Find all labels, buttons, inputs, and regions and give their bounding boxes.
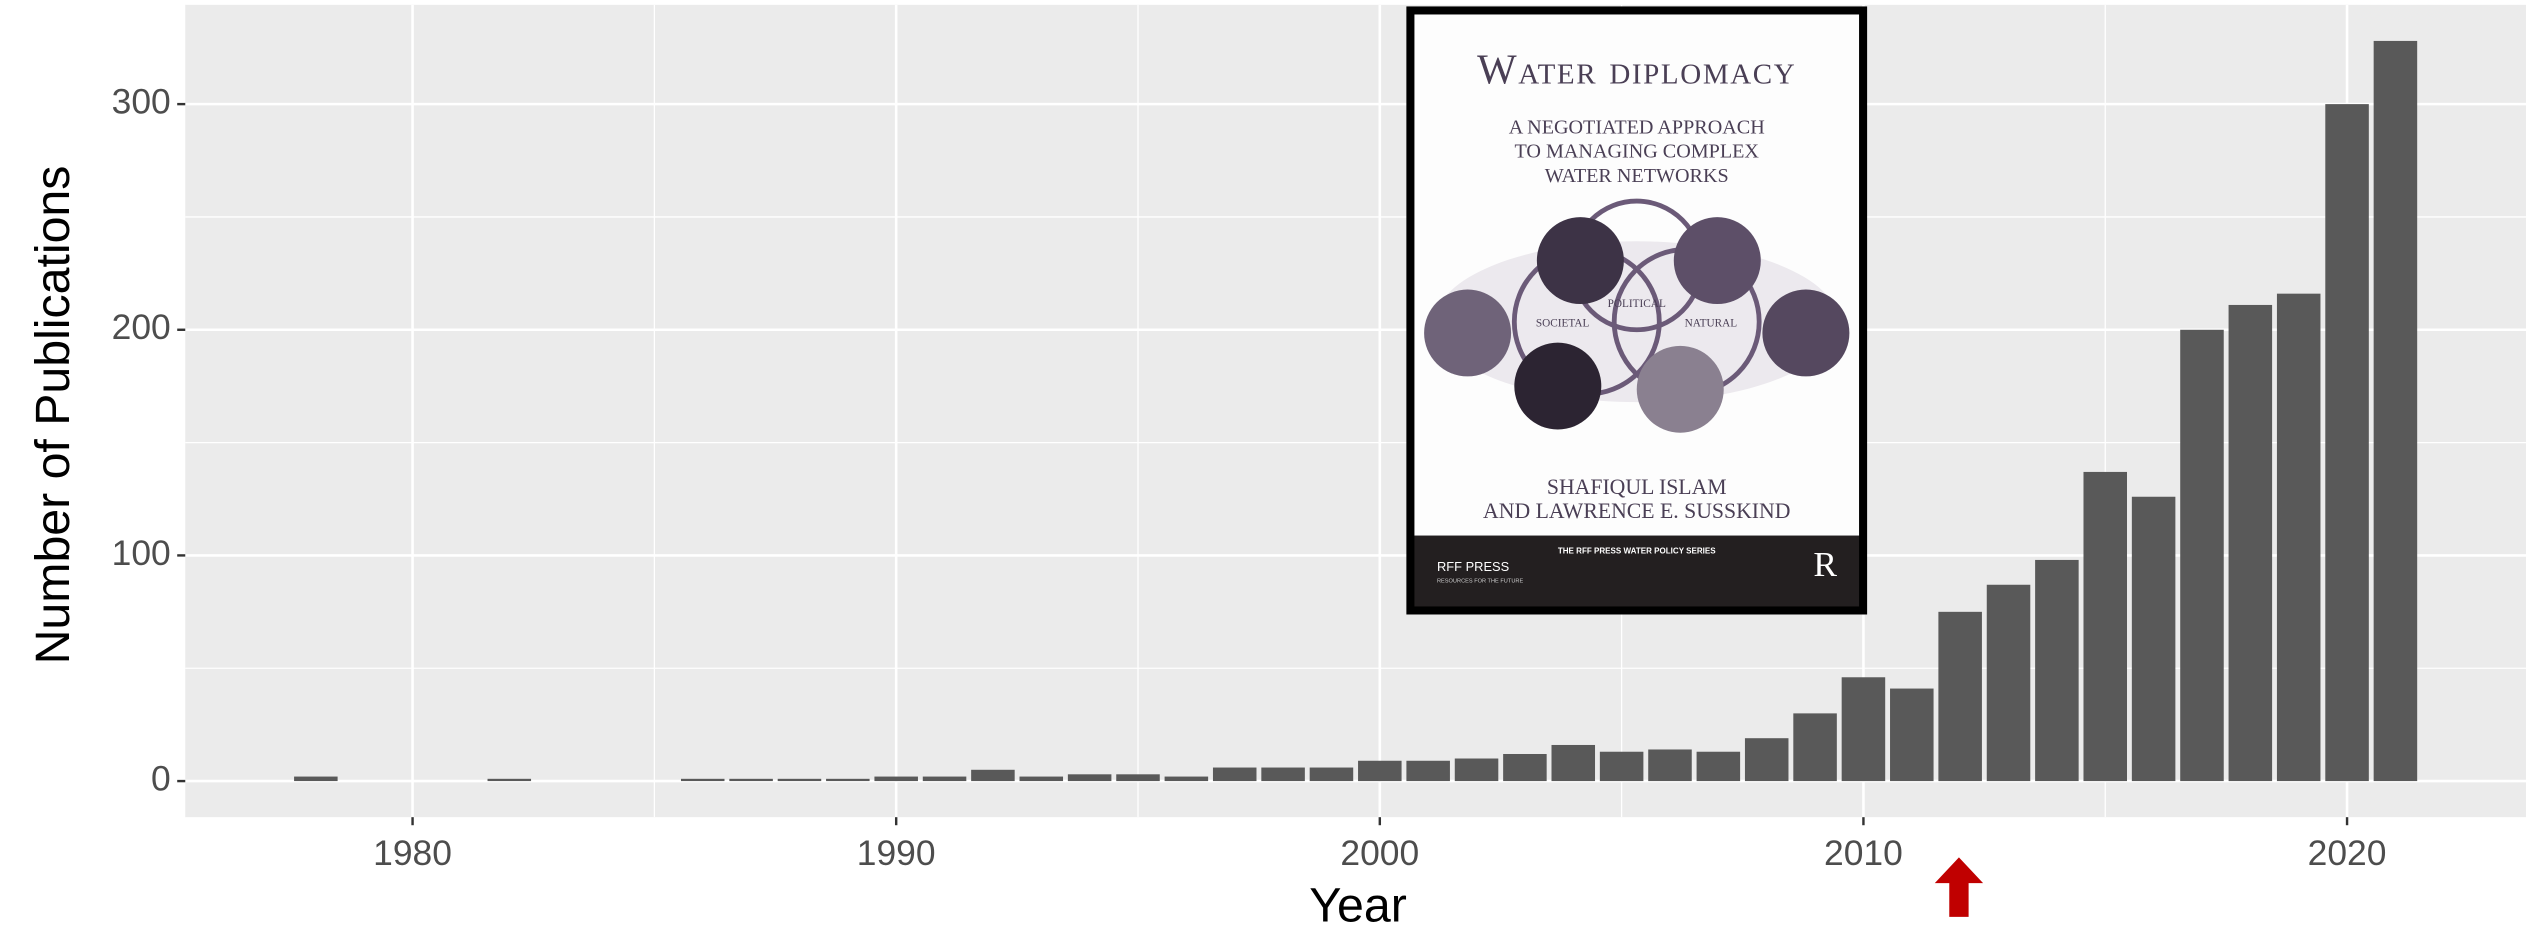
bar	[729, 779, 773, 781]
chart: 0 100 200 300 1980 1990 2000 2010 2020 Year Numb…	[0, 0, 2526, 933]
bar	[2325, 104, 2369, 781]
circle-label: POLITICAL	[1608, 298, 1666, 310]
bar	[2374, 41, 2418, 781]
bar	[923, 777, 967, 782]
book-series: THE RFF PRESS WATER POLICY SERIES	[1558, 546, 1716, 555]
bar	[1745, 738, 1789, 781]
bar	[1068, 774, 1112, 781]
bar	[1551, 745, 1595, 781]
photo	[1637, 346, 1724, 433]
x-tick-label: 2000	[1340, 833, 1419, 873]
bar	[488, 779, 532, 781]
bar	[1358, 761, 1402, 781]
bar	[1600, 752, 1644, 781]
book-author: SHAFIQUL ISLAM	[1547, 475, 1727, 499]
bar	[1987, 585, 2031, 781]
bar	[971, 770, 1015, 781]
bar	[2083, 472, 2127, 781]
book-title: Water diplomacy	[1477, 48, 1796, 94]
x-tick-label: 2020	[2308, 833, 2387, 873]
y-axis-title: Number of Publications	[26, 166, 80, 665]
bar	[2180, 330, 2224, 781]
bar	[826, 779, 870, 781]
circle-label: NATURAL	[1685, 318, 1738, 330]
photo	[1674, 217, 1761, 304]
bar	[1842, 677, 1886, 781]
bar	[294, 777, 338, 782]
photo	[1762, 290, 1849, 377]
bar	[1213, 768, 1257, 782]
photo	[1424, 290, 1511, 377]
book-subtitle: TO MANAGING COMPLEX	[1514, 141, 1759, 163]
bar	[1165, 777, 1209, 782]
bar	[1697, 752, 1741, 781]
bar	[2277, 294, 2321, 781]
book-cover: Water diplomacy A NEGOTIATED APPROACH TO…	[1406, 6, 1867, 614]
circle-label: SOCIETAL	[1536, 318, 1590, 330]
bar	[1503, 754, 1547, 781]
bar	[778, 779, 822, 781]
x-tick-label: 1990	[857, 833, 936, 873]
x-tick-label: 2010	[1824, 833, 1903, 873]
arrow	[1935, 857, 1983, 917]
bar	[1116, 774, 1160, 781]
bar	[2132, 497, 2176, 781]
book-publisher: RFF PRESS	[1437, 559, 1509, 574]
photo	[1514, 343, 1601, 430]
page: {"chart_data":{"type":"bar","x_label":"Y…	[0, 0, 2526, 933]
bar	[1890, 689, 1934, 782]
y-tick-label: 200	[112, 307, 171, 347]
x-axis-title: Year	[1309, 879, 1407, 933]
bar	[874, 777, 918, 782]
bar	[1310, 768, 1354, 782]
bar	[1406, 761, 1450, 781]
book-author: AND LAWRENCE E. SUSSKIND	[1483, 499, 1790, 523]
y-tick-label: 300	[112, 81, 171, 121]
bar	[681, 779, 725, 781]
bar	[2035, 560, 2079, 781]
bar	[1793, 713, 1837, 781]
book-subtitle: WATER NETWORKS	[1545, 165, 1729, 187]
y-tick-label: 0	[151, 758, 171, 798]
bar	[1261, 768, 1305, 782]
bar	[1020, 777, 1064, 782]
bar	[1938, 612, 1982, 781]
bar	[1455, 759, 1499, 782]
book-publisher-tagline: RESOURCES FOR THE FUTURE	[1437, 578, 1523, 584]
y-tick-label: 100	[112, 533, 171, 573]
photo	[1537, 217, 1624, 304]
x-tick-label: 1980	[373, 833, 452, 873]
book-subtitle: A NEGOTIATED APPROACH	[1509, 117, 1765, 139]
bar	[1648, 749, 1692, 781]
bar	[2229, 305, 2273, 781]
book-logo: R	[1813, 544, 1837, 584]
